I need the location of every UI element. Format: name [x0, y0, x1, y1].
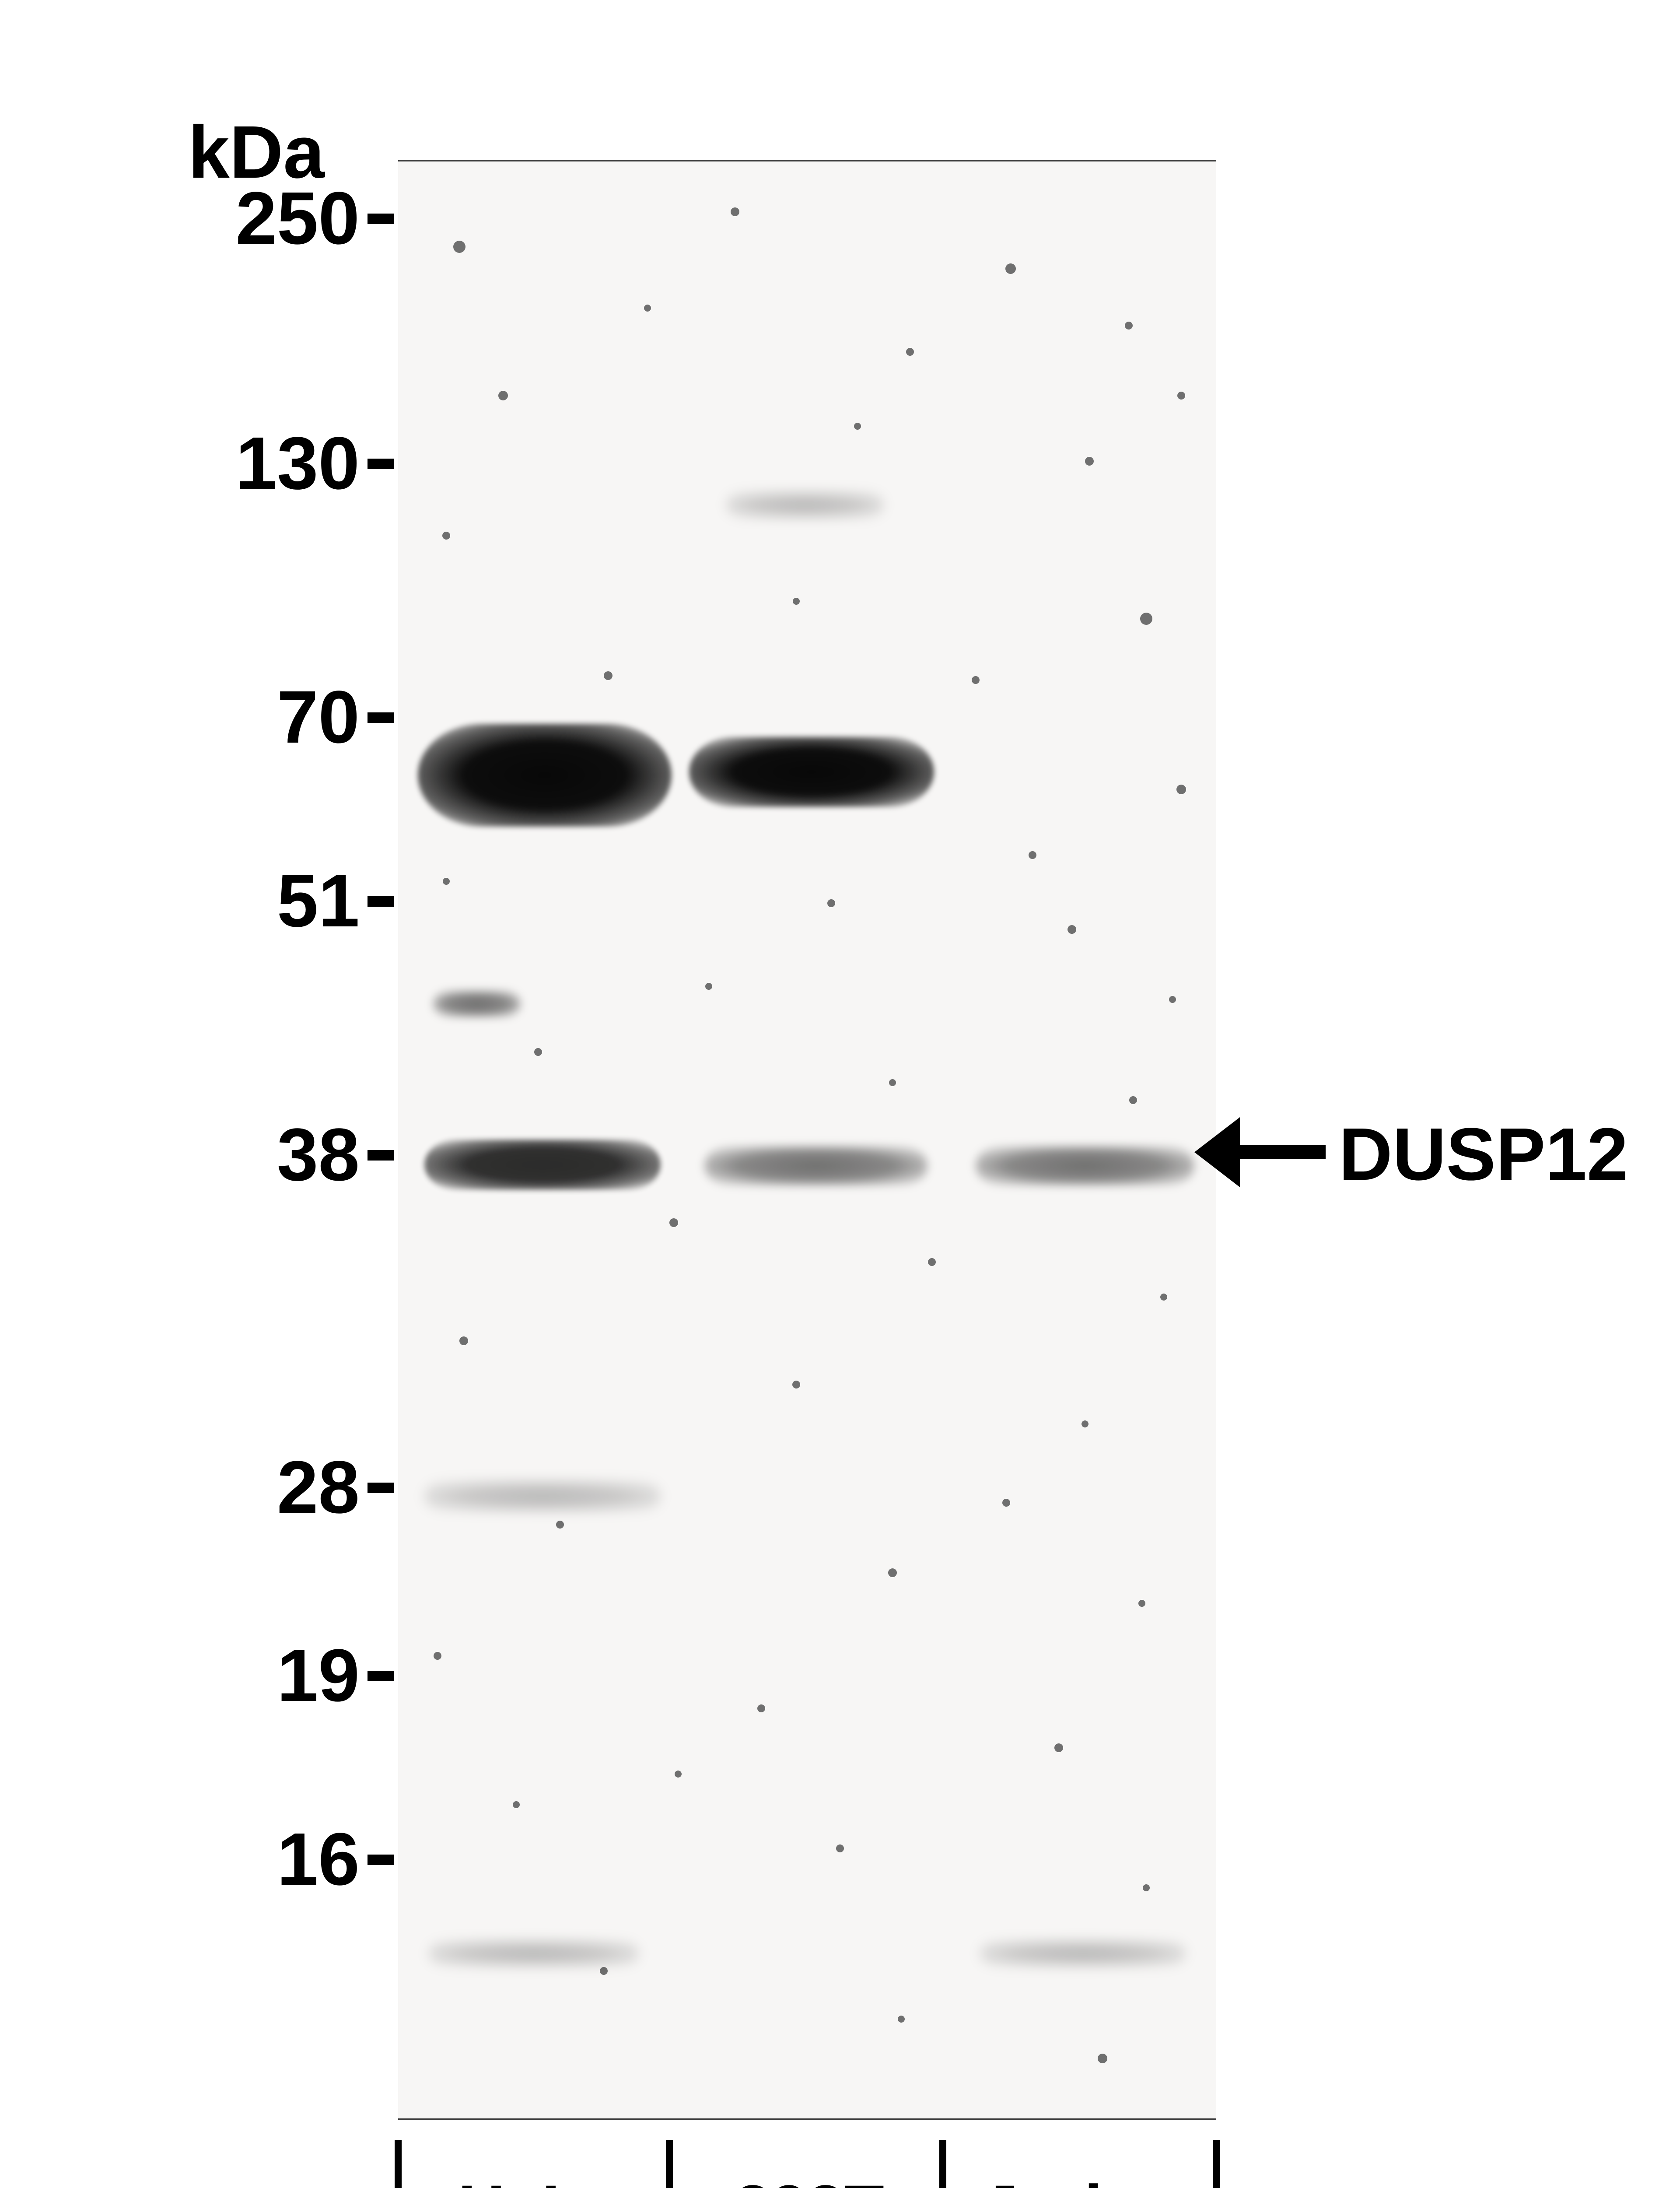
- film-speckle: [1125, 322, 1133, 330]
- film-speckle: [888, 1568, 897, 1577]
- target-arrow-shaft: [1238, 1145, 1326, 1159]
- film-speckle: [513, 1801, 520, 1808]
- mw-marker-tick: [368, 1671, 394, 1681]
- mw-marker-tick: [368, 712, 394, 723]
- blot-membrane: [398, 160, 1216, 2120]
- film-speckle: [434, 1652, 441, 1660]
- mw-marker-label: 28: [277, 1445, 360, 1530]
- film-speckle: [453, 241, 466, 253]
- mw-marker-tick: [368, 1150, 394, 1161]
- film-speckle: [889, 1079, 896, 1086]
- film-speckle: [792, 1381, 800, 1389]
- mw-marker-label: 51: [277, 858, 360, 944]
- film-speckle: [442, 532, 450, 540]
- target-protein-label: DUSP12: [1339, 1112, 1628, 1197]
- film-speckle: [705, 983, 712, 990]
- mw-marker-tick: [368, 214, 394, 224]
- film-speckle: [898, 2016, 905, 2023]
- film-speckle: [604, 671, 612, 680]
- film-speckle: [793, 598, 800, 605]
- film-speckle: [1005, 263, 1016, 274]
- mw-marker-tick: [368, 459, 394, 469]
- film-speckle: [644, 305, 651, 312]
- blot-band: [433, 991, 521, 1017]
- film-speckle: [675, 1771, 682, 1778]
- film-speckle: [1098, 2054, 1107, 2063]
- mw-marker-label: 70: [277, 674, 360, 760]
- film-speckle: [1082, 1420, 1088, 1427]
- film-speckle: [600, 1967, 608, 1975]
- film-speckle: [928, 1258, 936, 1266]
- blot-band: [424, 1140, 661, 1190]
- film-speckle: [836, 1844, 844, 1852]
- mw-marker-label: 38: [277, 1112, 360, 1198]
- lane-label: HeLa: [402, 2170, 674, 2188]
- film-speckle: [1138, 1600, 1145, 1607]
- film-speckle: [669, 1218, 678, 1227]
- blot-band: [980, 1940, 1186, 1967]
- film-speckle: [1002, 1499, 1010, 1507]
- mw-marker-tick: [368, 1855, 394, 1865]
- lane-divider: [395, 2140, 402, 2188]
- blot-band: [424, 1481, 661, 1511]
- target-arrow-head-icon: [1194, 1117, 1240, 1187]
- film-speckle: [906, 348, 914, 356]
- film-speckle: [1029, 851, 1036, 859]
- film-speckle: [827, 899, 835, 907]
- film-speckle: [1054, 1743, 1063, 1752]
- blot-band: [689, 737, 934, 807]
- film-speckle: [1177, 392, 1185, 400]
- blot-band: [418, 724, 672, 827]
- mw-marker-label: 130: [235, 421, 360, 506]
- film-speckle: [556, 1521, 564, 1529]
- film-speckle: [854, 423, 861, 430]
- film-speckle: [1160, 1294, 1167, 1301]
- film-speckle: [459, 1336, 468, 1345]
- blot-band: [726, 492, 884, 518]
- mw-marker-label: 19: [277, 1633, 360, 1718]
- western-blot-figure: kDa DUSP12 250130705138281916HeLa293TJur…: [0, 0, 1680, 2188]
- film-speckle: [731, 207, 739, 216]
- mw-marker-tick: [368, 896, 394, 907]
- film-speckle: [443, 878, 450, 885]
- film-speckle: [1140, 613, 1152, 625]
- film-speckle: [534, 1048, 542, 1056]
- film-speckle: [498, 391, 508, 400]
- blot-band: [976, 1146, 1194, 1185]
- mw-marker-label: 16: [277, 1816, 360, 1902]
- blot-band: [429, 1940, 639, 1967]
- lane-label: Jurkat: [945, 2170, 1216, 2188]
- film-speckle: [1143, 1884, 1150, 1891]
- film-speckle: [1085, 457, 1094, 466]
- film-speckle: [1129, 1096, 1137, 1104]
- film-speckle: [972, 676, 980, 684]
- film-speckle: [1068, 925, 1076, 934]
- mw-marker-label: 250: [235, 175, 360, 261]
- film-speckle: [1176, 785, 1186, 794]
- blot-band: [704, 1146, 928, 1185]
- lane-label: 293T: [674, 2170, 945, 2188]
- film-speckle: [1169, 996, 1176, 1003]
- film-speckle: [757, 1704, 765, 1712]
- mw-marker-tick: [368, 1483, 394, 1493]
